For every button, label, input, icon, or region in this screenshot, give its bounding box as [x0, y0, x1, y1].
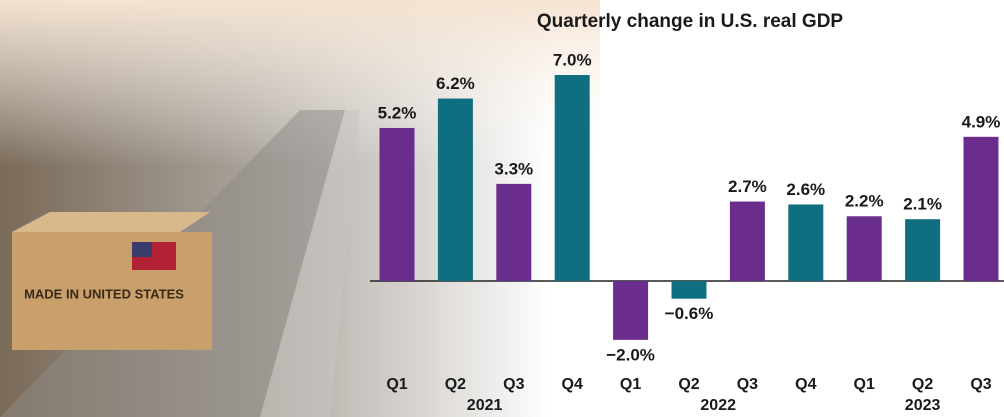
bar	[496, 184, 531, 281]
year-label: 2022	[700, 397, 736, 414]
value-label: 4.9%	[962, 112, 1001, 131]
bar	[964, 137, 999, 281]
bar	[788, 204, 823, 281]
x-tick-label: Q2	[912, 376, 933, 393]
bar	[613, 281, 648, 340]
value-label: 5.2%	[378, 103, 417, 122]
bar	[672, 281, 707, 299]
value-label: 2.1%	[903, 195, 942, 214]
x-tick-label: Q3	[737, 376, 758, 393]
bar	[905, 219, 940, 281]
bar	[730, 202, 765, 281]
chart-title: Quarterly change in U.S. real GDP	[537, 11, 844, 32]
photo-box: MADE IN UNITED STATES	[12, 212, 212, 350]
x-tick-label: Q1	[620, 376, 641, 393]
x-tick-label: Q3	[503, 376, 524, 393]
bar	[847, 216, 882, 281]
chart: MADE IN UNITED STATES Quarterly change i…	[0, 0, 1004, 417]
value-label: 7.0%	[553, 50, 592, 69]
bar	[555, 75, 590, 281]
value-label: 6.2%	[436, 74, 475, 93]
year-label: 2023	[905, 397, 941, 414]
year-label: 2021	[467, 397, 503, 414]
value-label: −0.6%	[665, 304, 714, 323]
box-label: MADE IN UNITED STATES	[24, 286, 184, 301]
value-label: −2.0%	[606, 345, 655, 364]
bar	[438, 99, 473, 281]
x-tick-label: Q2	[445, 376, 466, 393]
value-label: 2.2%	[845, 192, 884, 211]
value-label: 2.7%	[728, 177, 767, 196]
x-tick-label: Q4	[562, 376, 583, 393]
value-label: 3.3%	[494, 159, 533, 178]
value-label: 2.6%	[786, 180, 825, 199]
x-tick-label: Q1	[386, 376, 407, 393]
bar	[380, 128, 415, 281]
x-tick-label: Q1	[854, 376, 875, 393]
x-tick-label: Q4	[795, 376, 816, 393]
x-tick-label: Q2	[678, 376, 699, 393]
x-tick-label: Q3	[970, 376, 991, 393]
